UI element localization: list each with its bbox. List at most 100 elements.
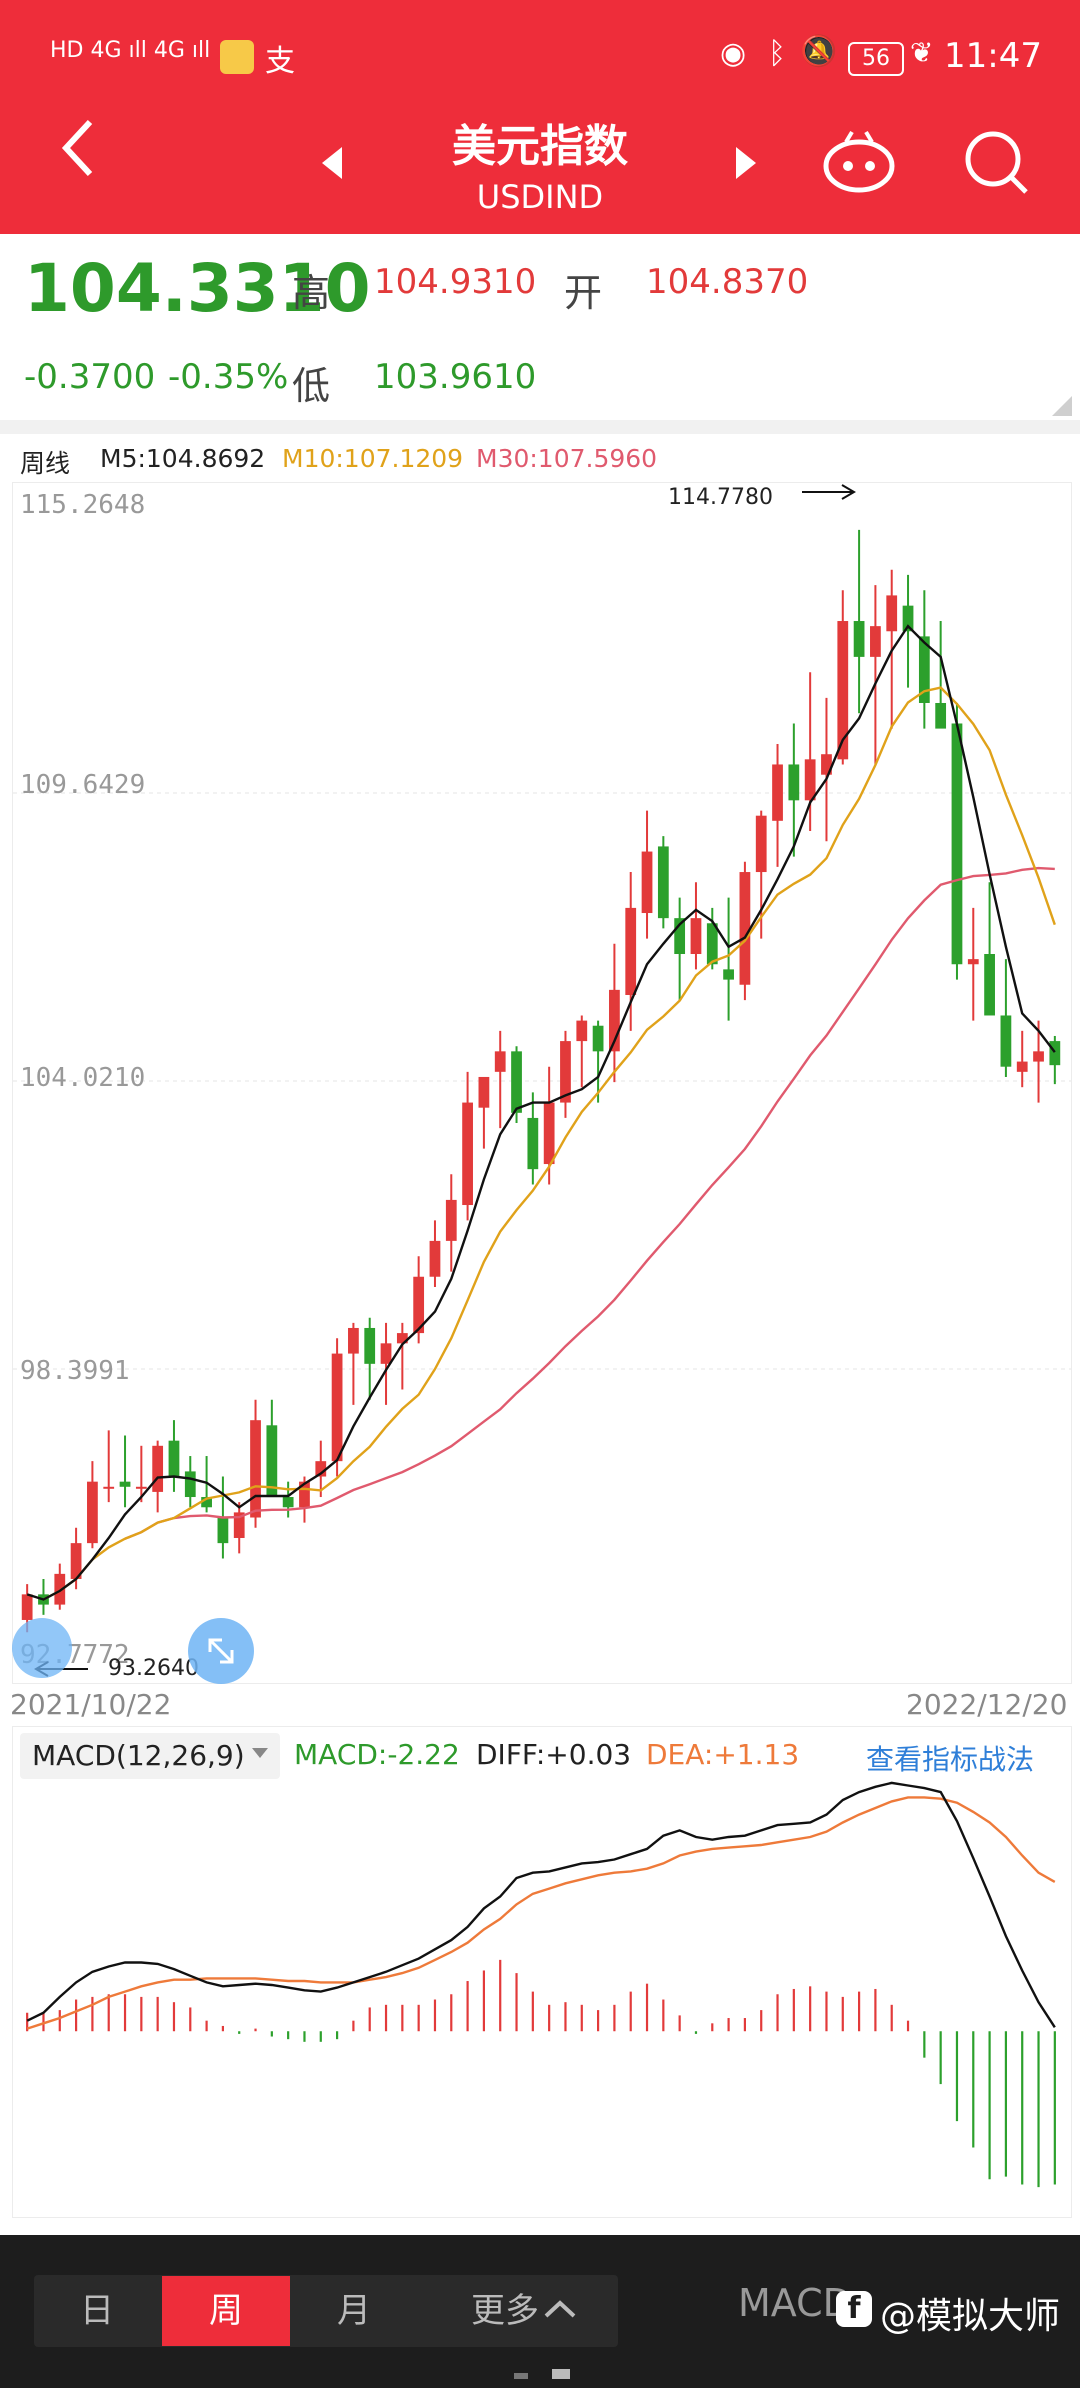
candle: [918, 590, 930, 729]
dea-value: DEA:+1.13: [646, 1738, 800, 1771]
tab-more[interactable]: 更多: [471, 2291, 539, 2331]
candle: [804, 672, 816, 832]
eye-icon: ◉: [720, 36, 747, 71]
candle: [233, 1502, 245, 1554]
tab-day[interactable]: 日: [80, 2291, 114, 2331]
top-header: HD 4G ıll 4G ıll 支 ◉ ᛒ 🔕 56 ❦ 11:47 美元指数…: [0, 0, 1080, 234]
change-value: -0.3700: [24, 357, 156, 397]
diff-value: DIFF:+0.03: [476, 1738, 632, 1771]
candle: [690, 882, 702, 970]
mute-bell-icon: 🔕: [800, 34, 838, 69]
candle: [103, 1430, 115, 1503]
candle: [935, 621, 947, 729]
candle: [821, 697, 832, 842]
indicator-selector[interactable]: MACD(12,26,9): [20, 1733, 280, 1779]
candle: [168, 1420, 180, 1492]
max-price-annotation: 114.7780: [668, 485, 773, 510]
candle: [429, 1220, 441, 1287]
expand-icon: [208, 1638, 234, 1664]
expand-corner-icon[interactable]: [1052, 396, 1072, 420]
candle: [184, 1456, 196, 1508]
ma30-line: [124, 866, 1055, 1540]
candle: [788, 723, 800, 857]
indicator-strategy-link[interactable]: 查看指标战法: [866, 1743, 1035, 1776]
candle: [609, 943, 620, 1083]
candle: [348, 1322, 359, 1405]
candle: [870, 585, 881, 765]
candle: [951, 702, 963, 980]
ma5-line: [26, 624, 1056, 1601]
macd-value: MACD:-2.22: [294, 1738, 460, 1771]
dropdown-triangle-icon: [250, 1743, 270, 1767]
candle: [445, 1174, 457, 1272]
home-indicator-left: [514, 2373, 528, 2379]
x-start-date: 2021/10/22: [10, 1688, 172, 1721]
crosshair-toggle-button[interactable]: [12, 1618, 72, 1678]
prev-instrument-icon[interactable]: [318, 145, 346, 185]
candle: [1016, 1030, 1028, 1088]
next-instrument-icon[interactable]: [732, 145, 760, 185]
back-arrow-icon[interactable]: [60, 119, 100, 177]
tab-week[interactable]: 周: [162, 2276, 290, 2346]
y-tick-4: 98.3991: [20, 1356, 130, 1386]
candle: [331, 1338, 343, 1477]
low-label: 低: [292, 364, 331, 408]
ma30-value: M30:107.5960: [476, 444, 658, 473]
candle: [380, 1322, 392, 1405]
fullscreen-button[interactable]: [188, 1618, 254, 1684]
weibo-icon: [220, 40, 254, 74]
tab-month[interactable]: 月: [337, 2291, 371, 2331]
page-subtitle: USDIND: [476, 178, 604, 216]
candle: [641, 810, 653, 939]
candle: [54, 1563, 66, 1610]
candle: [723, 897, 734, 1021]
candle: [315, 1440, 327, 1498]
leaf-icon: ❦: [910, 36, 934, 69]
candle: [135, 1445, 147, 1503]
candle: [739, 861, 751, 1001]
candle: [396, 1322, 408, 1390]
y-tick-1: 115.2648: [20, 490, 146, 520]
robot-assistant-icon[interactable]: [822, 128, 896, 198]
ma5-value: M5:104.8692: [100, 444, 266, 473]
app-logo-icon: f: [836, 2291, 872, 2327]
candle: [364, 1317, 376, 1400]
bottom-period-bar: 日 周 月 更多 MACD f @模拟大师: [0, 2235, 1080, 2388]
candle: [527, 1092, 539, 1185]
candle: [853, 529, 865, 714]
candle: [706, 907, 718, 970]
x-end-date: 2022/12/20: [906, 1688, 1068, 1721]
dea-line: [26, 1796, 1056, 2030]
max-arrow-icon: [800, 482, 860, 506]
kline-chart[interactable]: [12, 482, 1072, 1684]
search-icon[interactable]: [962, 128, 1032, 202]
indicator-switch[interactable]: MACD: [738, 2281, 852, 2325]
candle: [902, 574, 914, 688]
home-indicator-right: [552, 2369, 570, 2379]
page-title: 美元指数: [452, 121, 628, 172]
low-value: 103.9610: [374, 357, 537, 397]
open-value: 104.8370: [646, 262, 809, 302]
candle: [462, 1071, 473, 1221]
diff-line: [26, 1781, 1056, 2028]
candle: [282, 1481, 294, 1518]
candle: [592, 1020, 604, 1103]
status-network: HD 4G ıll 4G ıll: [50, 38, 211, 63]
candle: [984, 882, 995, 1016]
candle: [772, 743, 783, 867]
battery-level: 56: [862, 46, 890, 71]
candle: [201, 1456, 212, 1513]
high-label: 高: [292, 271, 331, 315]
last-price: 104.3310: [24, 250, 371, 327]
macd-chart[interactable]: [12, 1726, 1072, 2218]
watermark-text: @模拟大师: [880, 2296, 1061, 2337]
candle: [755, 810, 767, 939]
candle: [87, 1461, 98, 1549]
candle: [494, 1030, 506, 1129]
candle: [967, 907, 979, 1021]
y-tick-2: 109.6429: [20, 770, 146, 800]
indicator-selector-label: MACD(12,26,9): [32, 1739, 245, 1772]
candle: [1033, 1020, 1044, 1103]
open-label: 开: [564, 271, 603, 315]
candle: [674, 897, 686, 1001]
